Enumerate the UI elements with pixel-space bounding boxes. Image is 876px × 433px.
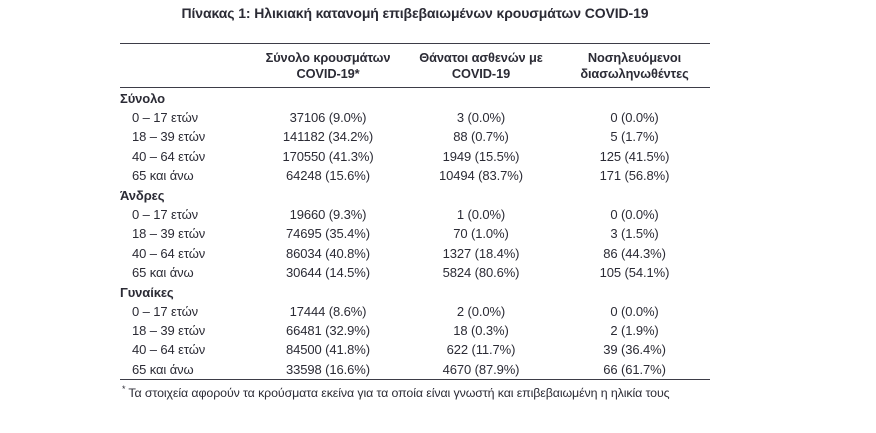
cases-value: 17444 (8.6%): [289, 304, 367, 320]
cases-value: 170550 (41.3%): [282, 148, 374, 164]
intubated-value: 66 (61.7%): [603, 361, 666, 377]
table-row: 18 – 39 ετών 66481 (32.9%) 18 (0.3%) 2 (1.9…: [120, 321, 710, 340]
footnote-text: Τα στοιχεία αφορούν τα κρούσματα εκείνα …: [128, 385, 670, 400]
table-row: 40 – 64 ετών 86034 (40.8%) 1327 (18.4%) 86 …: [120, 244, 710, 263]
cases-value: 30644 (14.5%): [286, 264, 370, 280]
age-label: 0 – 17 ετών: [132, 110, 199, 126]
empty-cell: [253, 186, 403, 205]
cases-value: 64248 (15.6%): [286, 167, 370, 183]
table-row: 40 – 64 ετών 84500 (41.8%) 622 (11.7%) 39 (…: [120, 340, 710, 359]
table-top-rule: [120, 43, 710, 44]
age-label: 18 – 39 ετών: [132, 323, 206, 339]
table-row: 65 και άνω 33598 (16.6%) 4670 (87.9%) 66 (6…: [120, 360, 710, 379]
col-header-empty: [120, 50, 253, 81]
intubated-value: 3 (1.5%): [610, 226, 659, 242]
deaths-value: 10494 (83.7%): [439, 167, 523, 183]
table-row: 65 και άνω 30644 (14.5%) 5824 (80.6%) 105 (…: [120, 263, 710, 282]
col-header-deaths: Θάνατοι ασθενών με COVID-19: [403, 50, 559, 81]
intubated-value: 0 (0.0%): [610, 207, 659, 223]
deaths-value: 3 (0.0%): [456, 110, 506, 126]
col-header-intubated: Νοσηλευόμενοι διασωληνωθέντες: [559, 50, 710, 81]
cases-value: 84500 (41.8%): [286, 342, 370, 358]
col-header-cases: Σύνολο κρουσμάτων COVID-19*: [253, 50, 403, 81]
age-label: 40 – 64 ετών: [132, 245, 206, 261]
age-label: 65 και άνω: [132, 264, 194, 280]
col-header-intubated-line1: Νοσηλευόμενοι: [587, 50, 682, 65]
deaths-value: 70 (1.0%): [453, 226, 509, 242]
cases-value: 19660 (9.3%): [289, 207, 367, 223]
section-row: Γυναίκες: [120, 283, 710, 302]
intubated-value: 105 (54.1%): [599, 264, 670, 280]
age-label: 40 – 64 ετών: [132, 342, 206, 358]
intubated-value: 125 (41.5%): [599, 148, 670, 164]
section-label: Άνδρες: [120, 187, 165, 203]
deaths-value: 18 (0.3%): [453, 323, 509, 339]
table-header-row: Σύνολο κρουσμάτων COVID-19* Θάνατοι ασθε…: [120, 44, 710, 87]
table-bottom-rule: [120, 378, 710, 380]
intubated-value: 86 (44.3%): [603, 245, 666, 261]
cases-value: 141182 (34.2%): [282, 129, 374, 145]
deaths-value: 622 (11.7%): [446, 342, 516, 358]
deaths-value: 88 (0.7%): [453, 129, 509, 145]
col-header-deaths-line2: COVID-19: [451, 65, 511, 81]
deaths-value: 2 (0.0%): [456, 304, 506, 320]
age-label: 0 – 17 ετών: [132, 304, 199, 320]
section-label: Γυναίκες: [120, 284, 174, 300]
deaths-value: 1327 (18.4%): [442, 245, 520, 261]
col-header-deaths-line1: Θάνατοι ασθενών με: [419, 50, 543, 65]
table-row: 18 – 39 ετών 74695 (35.4%) 70 (1.0%) 3 (1.5…: [120, 224, 710, 243]
empty-cell: [559, 283, 710, 302]
table-body: Σύνολο 0 – 17 ετών 37106 (9.0%) 3 (0.0%) 0 (…: [120, 89, 710, 379]
section-label: Σύνολο: [120, 91, 165, 106]
age-label: 18 – 39 ετών: [132, 226, 206, 242]
age-label: 65 και άνω: [132, 361, 194, 377]
footnote-marker: *: [122, 383, 126, 394]
cases-value: 86034 (40.8%): [286, 245, 370, 261]
deaths-value: 5824 (80.6%): [442, 264, 520, 280]
table-row: 0 – 17 ετών 37106 (9.0%) 3 (0.0%) 0 (0.0%): [120, 108, 710, 127]
intubated-value: 171 (56.8%): [599, 167, 670, 183]
empty-cell: [403, 283, 559, 302]
col-header-intubated-line2: διασωληνωθέντες: [580, 65, 689, 81]
table-row: 65 και άνω 64248 (15.6%) 10494 (83.7%) 171 …: [120, 166, 710, 185]
section-row: Άνδρες: [120, 186, 710, 205]
table-title: Πίνακας 1: Ηλικιακή κατανομή επιβεβαιωμέ…: [181, 5, 649, 21]
age-label: 65 και άνω: [132, 167, 194, 183]
table-row: 0 – 17 ετών 17444 (8.6%) 2 (0.0%) 0 (0.0%): [120, 302, 710, 321]
table-row: 18 – 39 ετών 141182 (34.2%) 88 (0.7%) 5 (1.…: [120, 127, 710, 146]
covid-age-table: Σύνολο κρουσμάτων COVID-19* Θάνατοι ασθε…: [120, 43, 710, 400]
cases-value: 74695 (35.4%): [286, 226, 370, 242]
empty-cell: [253, 89, 403, 108]
intubated-value: 39 (36.4%): [603, 342, 666, 358]
deaths-value: 1 (0.0%): [456, 207, 506, 223]
intubated-value: 2 (1.9%): [610, 323, 659, 339]
table-row: 40 – 64 ετών 170550 (41.3%) 1949 (15.5%) 12…: [120, 147, 710, 166]
col-header-cases-line2: COVID-19*: [296, 65, 360, 81]
cases-value: 66481 (32.9%): [286, 323, 370, 339]
empty-cell: [403, 186, 559, 205]
intubated-value: 0 (0.0%): [610, 110, 659, 126]
empty-cell: [403, 89, 559, 108]
col-header-cases-line1: Σύνολο κρουσμάτων: [265, 50, 391, 65]
empty-cell: [559, 89, 710, 108]
cases-value: 37106 (9.0%): [289, 110, 367, 126]
table-header-rule: [120, 87, 710, 88]
section-row: Σύνολο: [120, 89, 710, 108]
age-label: 18 – 39 ετών: [132, 129, 206, 145]
age-label: 0 – 17 ετών: [132, 207, 199, 223]
intubated-value: 5 (1.7%): [610, 129, 659, 145]
deaths-value: 1949 (15.5%): [442, 148, 520, 164]
intubated-value: 0 (0.0%): [610, 304, 659, 320]
table-row: 0 – 17 ετών 19660 (9.3%) 1 (0.0%) 0 (0.0%): [120, 205, 710, 224]
empty-cell: [253, 283, 403, 302]
cases-value: 33598 (16.6%): [286, 361, 370, 377]
deaths-value: 4670 (87.9%): [442, 361, 520, 377]
footnote: * Τα στοιχεία αφορούν τα κρούσματα εκείνα…: [120, 384, 710, 400]
empty-cell: [559, 186, 710, 205]
age-label: 40 – 64 ετών: [132, 148, 206, 164]
